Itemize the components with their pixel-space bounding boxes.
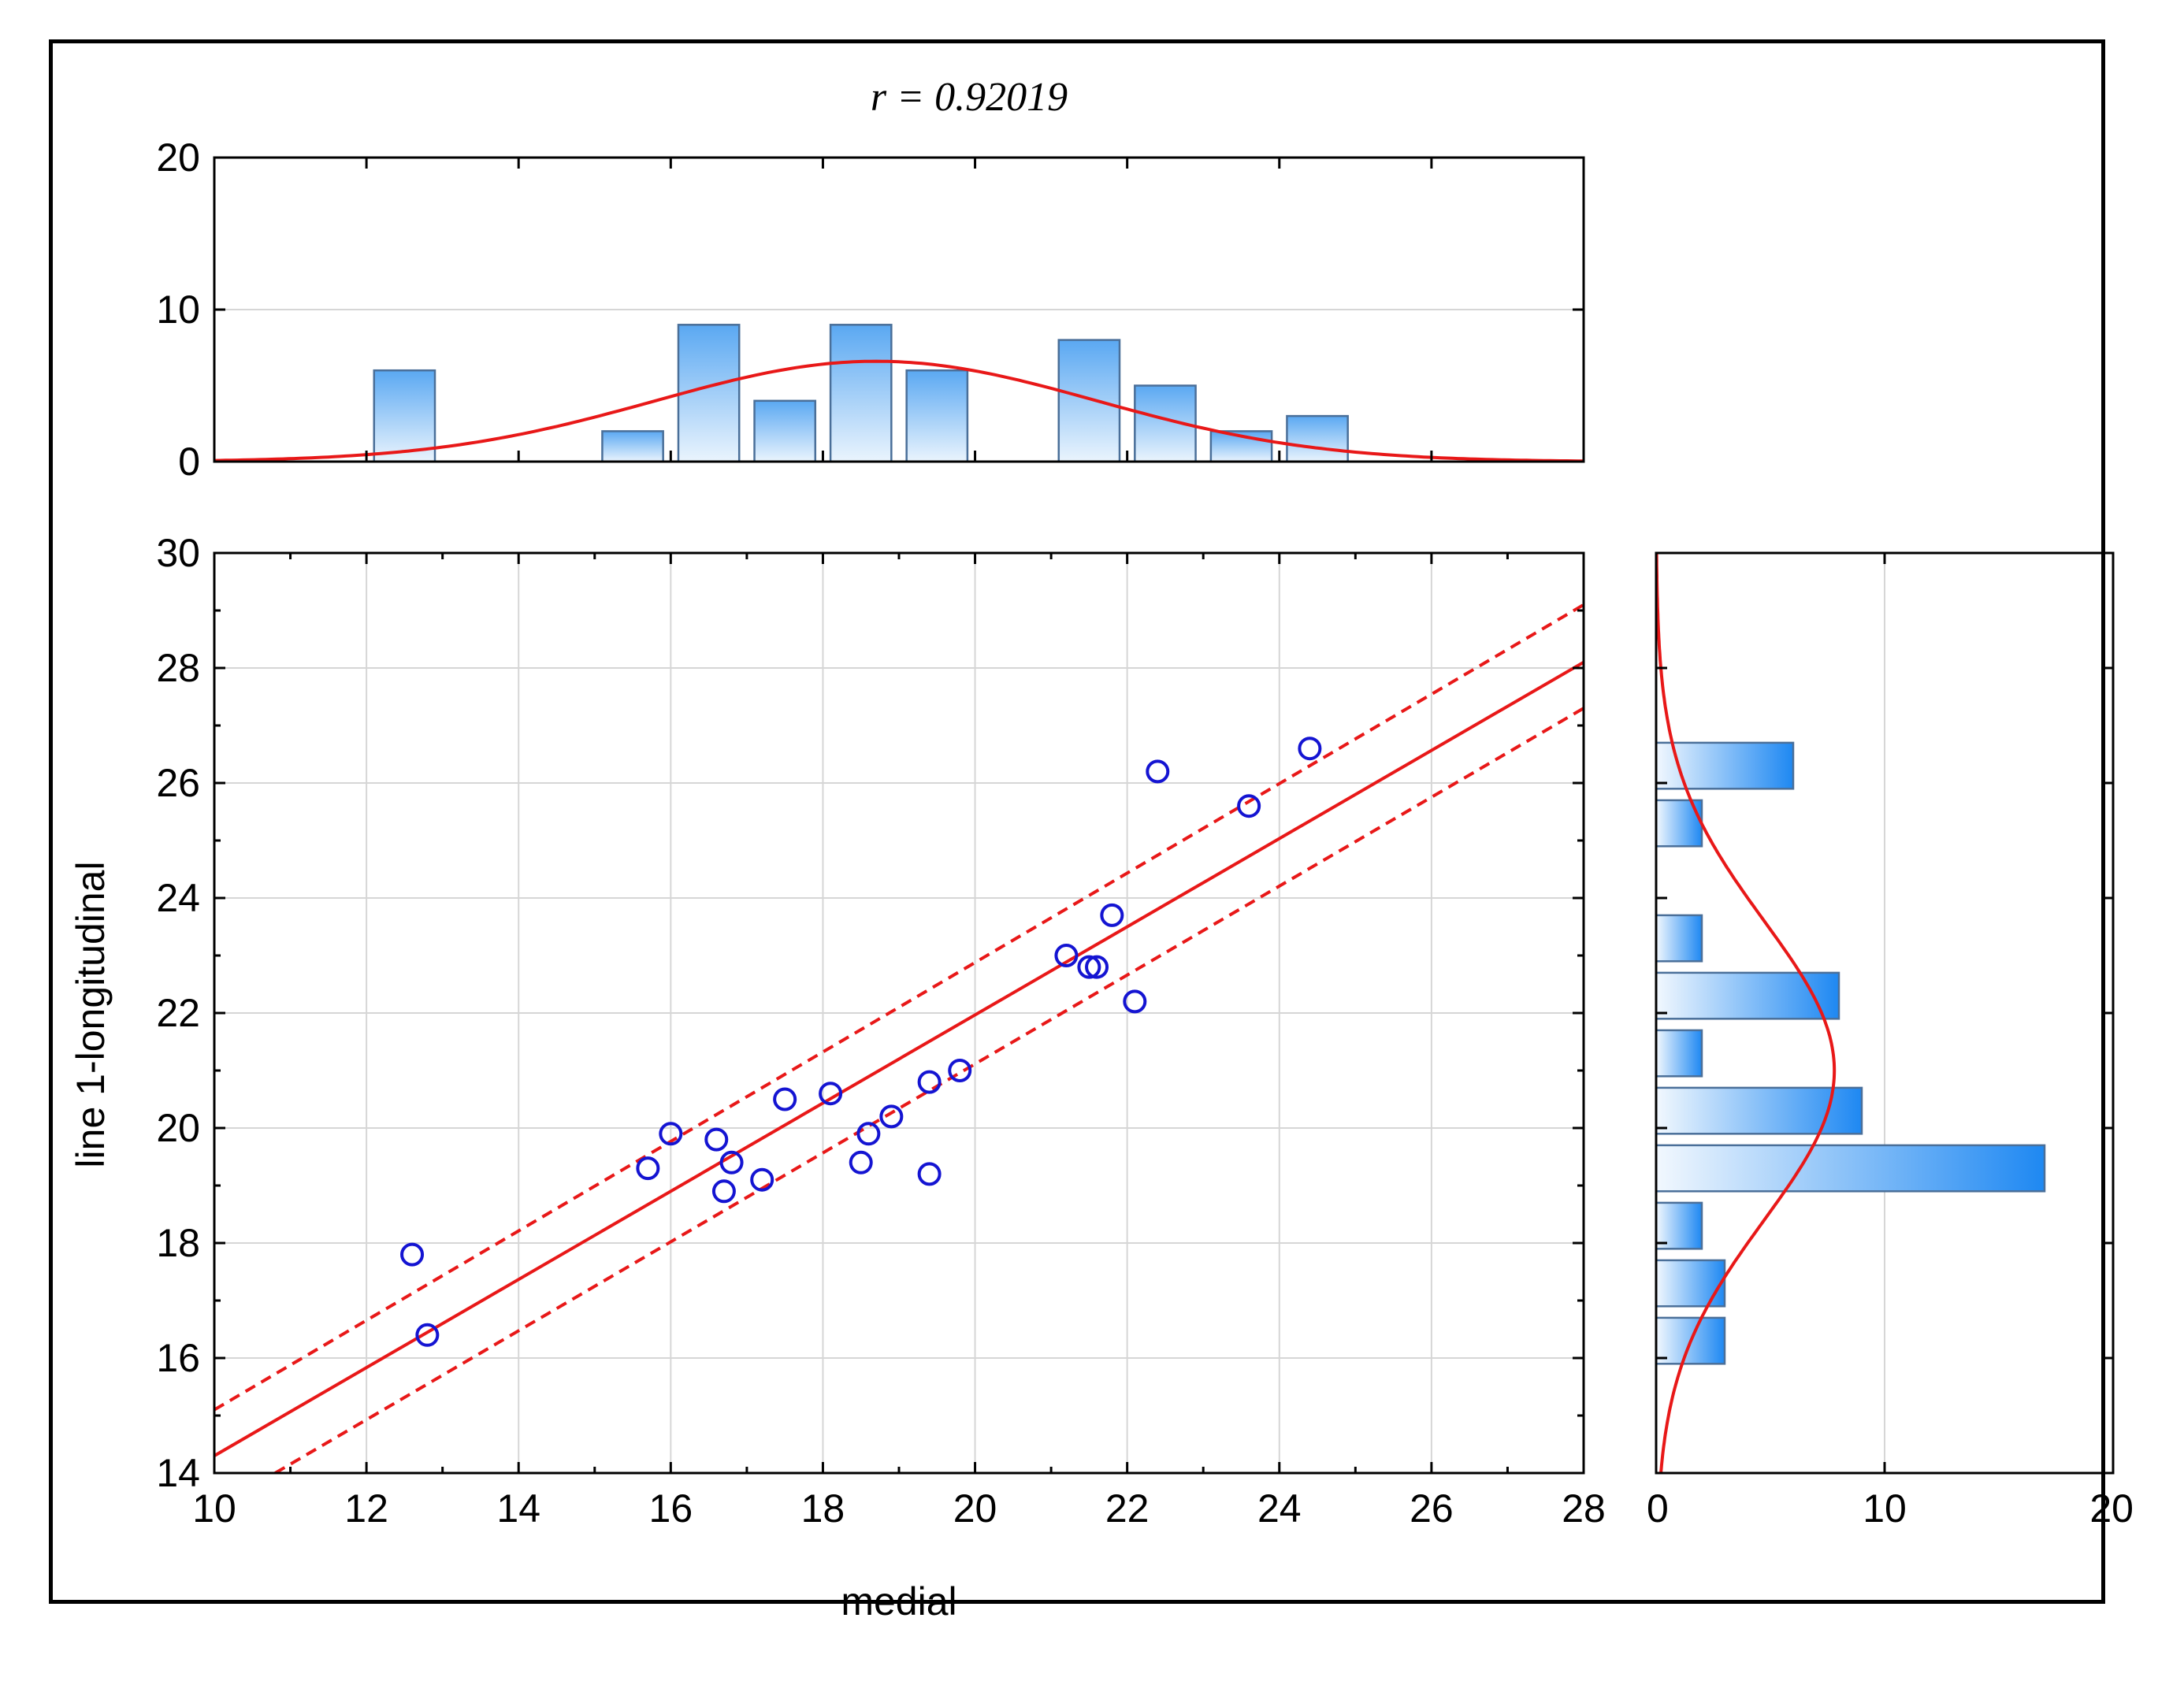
data-point bbox=[415, 1323, 440, 1347]
x-tick-label: 18 bbox=[801, 1486, 845, 1531]
x-tick-label: 28 bbox=[1562, 1486, 1606, 1531]
x-tick-label: 14 bbox=[496, 1486, 540, 1531]
right-histogram-bar bbox=[1656, 1259, 1726, 1308]
top-histogram-bar bbox=[829, 324, 893, 462]
top-normal-curve bbox=[214, 359, 1584, 462]
right-histogram-bar bbox=[1656, 1029, 1703, 1078]
top-histogram-bar bbox=[905, 369, 969, 462]
y-tick-label: 14 bbox=[156, 1451, 200, 1495]
y-tick-label: 20 bbox=[156, 1106, 200, 1150]
data-point bbox=[704, 1127, 729, 1152]
x-tick-label: 24 bbox=[1257, 1486, 1302, 1531]
data-point bbox=[636, 1156, 660, 1181]
data-point bbox=[1077, 955, 1101, 979]
x-tick-label: 22 bbox=[1105, 1486, 1150, 1531]
data-point bbox=[1085, 955, 1109, 979]
right-histogram-bar bbox=[1656, 971, 1840, 1020]
data-point bbox=[819, 1082, 843, 1106]
data-point bbox=[1123, 989, 1147, 1014]
top-y-tick-label: 0 bbox=[178, 440, 200, 484]
data-point bbox=[1237, 794, 1261, 818]
top-histogram-bar bbox=[753, 399, 817, 462]
data-point bbox=[1100, 903, 1124, 927]
data-point bbox=[1054, 944, 1079, 967]
y-tick-label: 18 bbox=[156, 1221, 200, 1265]
chart-title: r = 0.92019 bbox=[871, 75, 1068, 120]
x-tick-label: 10 bbox=[192, 1486, 236, 1531]
data-point bbox=[917, 1162, 942, 1186]
data-point bbox=[917, 1070, 942, 1094]
figure-frame bbox=[49, 39, 2105, 1604]
top-histogram-bar bbox=[1057, 339, 1121, 462]
data-point bbox=[750, 1167, 774, 1192]
right-histogram-bar bbox=[1656, 1201, 1703, 1250]
y-tick-label: 22 bbox=[156, 991, 200, 1035]
y-tick-label: 26 bbox=[156, 761, 200, 805]
right-histogram-bar bbox=[1656, 741, 1795, 790]
y-axis-title: line 1-longitudinal bbox=[69, 861, 113, 1167]
data-point bbox=[856, 1122, 881, 1146]
y-tick-label: 30 bbox=[156, 531, 200, 575]
regression-line bbox=[214, 660, 1584, 1457]
x-tick-label: 26 bbox=[1410, 1486, 1454, 1531]
top-histogram-bar bbox=[601, 430, 664, 462]
top-y-tick-label: 20 bbox=[156, 135, 200, 180]
y-tick-label: 24 bbox=[156, 876, 200, 920]
right-histogram-bar bbox=[1656, 1144, 2046, 1193]
top-y-tick-label: 10 bbox=[156, 288, 200, 332]
data-point bbox=[879, 1104, 904, 1129]
top-histogram-bar bbox=[373, 369, 436, 462]
confidence-band-upper bbox=[214, 603, 1584, 1412]
top-histogram-bar bbox=[1286, 414, 1349, 462]
x-tick-label: 20 bbox=[953, 1486, 997, 1531]
right-x-tick-label: 20 bbox=[2089, 1486, 2134, 1531]
right-normal-curve bbox=[1656, 553, 1837, 1473]
right-x-tick-label: 0 bbox=[1647, 1486, 1669, 1531]
right-histogram-bar bbox=[1656, 914, 1703, 963]
data-point bbox=[711, 1179, 736, 1204]
x-tick-label: 12 bbox=[344, 1486, 388, 1531]
data-point bbox=[849, 1150, 873, 1174]
data-point bbox=[948, 1059, 972, 1082]
y-tick-label: 28 bbox=[156, 646, 200, 690]
data-point bbox=[1146, 759, 1170, 784]
data-point bbox=[659, 1122, 683, 1146]
y-tick-label: 16 bbox=[156, 1336, 200, 1380]
data-point bbox=[773, 1087, 797, 1111]
data-point bbox=[719, 1150, 744, 1174]
data-point bbox=[400, 1242, 425, 1267]
data-point bbox=[1298, 737, 1322, 761]
x-tick-label: 16 bbox=[649, 1486, 693, 1531]
right-x-tick-label: 10 bbox=[1863, 1486, 1907, 1531]
x-axis-title: medial bbox=[841, 1579, 956, 1623]
